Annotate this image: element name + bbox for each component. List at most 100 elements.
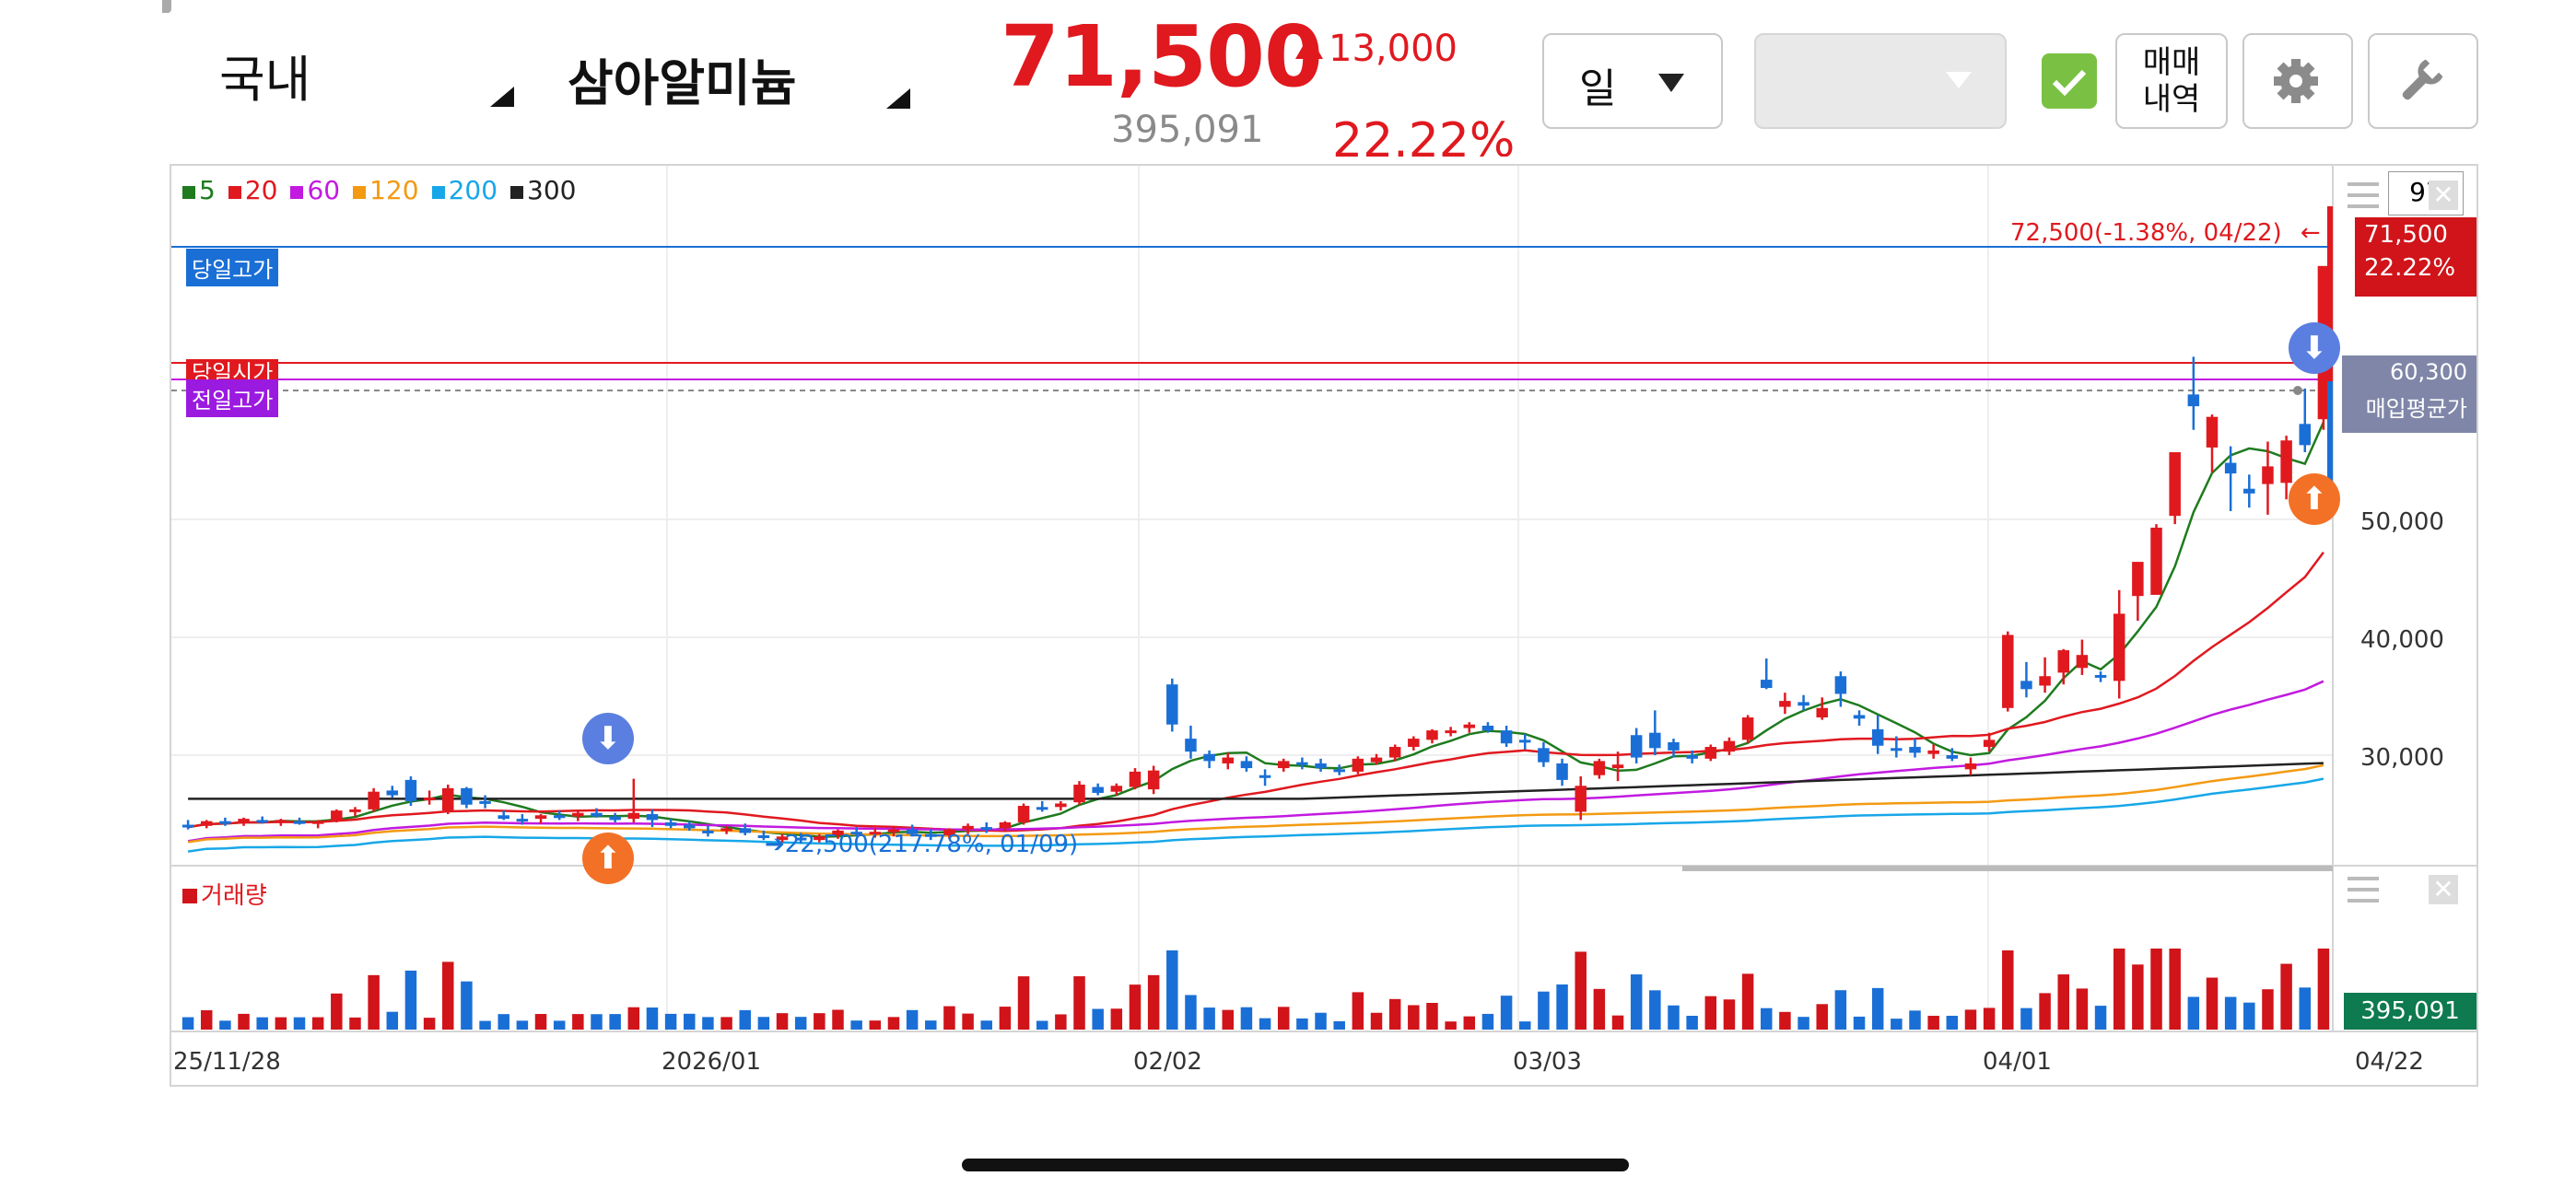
volume-bar (368, 974, 380, 1030)
candle-body (609, 816, 621, 821)
volume-bar (1575, 951, 1587, 1030)
candle-body (1964, 763, 1977, 770)
candle (2150, 524, 2162, 595)
candle-body (925, 833, 937, 837)
toggle-checkbox[interactable] (2042, 53, 2097, 109)
chart-area[interactable]: 5 20 60 120 200 300 97 ✕ 당일고가 당일시가 전일고가 72,50… (170, 164, 2478, 1087)
candle-body (1797, 702, 1809, 706)
candle-body (1408, 739, 1420, 748)
candle-body (498, 815, 509, 820)
candle-body (999, 821, 1012, 829)
candle-body (1426, 730, 1438, 740)
candle (1500, 726, 1513, 748)
candle (275, 819, 287, 826)
sell-signal-marker[interactable]: ⬇ (582, 713, 634, 764)
candle-body (275, 820, 287, 823)
candle (1538, 741, 1550, 767)
stock-select[interactable]: 삼아알미늄 (568, 42, 918, 116)
candle-body (1129, 771, 1142, 787)
volume-bar (200, 1010, 213, 1030)
high-annotation: 72,500(-1.38%, 04/22) ← (2010, 219, 2321, 247)
candle (1761, 658, 1773, 690)
chart-close-icon[interactable]: ✕ (2429, 181, 2458, 210)
period-select[interactable]: 일 (1542, 33, 1723, 129)
sell-signal-marker-right[interactable]: ⬇ (2289, 322, 2340, 374)
candle (943, 828, 955, 839)
current-price-tag: 71,500 22.22% (2355, 217, 2476, 297)
home-indicator[interactable] (962, 1159, 1629, 1171)
candle-body (684, 824, 696, 829)
volume-menu-icon[interactable] (2348, 877, 2379, 904)
price-chart[interactable] (171, 166, 2476, 1085)
candle-body (553, 815, 566, 819)
volume-bar (1426, 1002, 1438, 1030)
down-arrow-icon: ⬇ (2301, 330, 2328, 367)
candle-body (794, 837, 807, 841)
candle-body (368, 791, 380, 809)
candle (869, 828, 882, 838)
candle (2280, 436, 2292, 500)
candle (2187, 356, 2200, 430)
candle-body (869, 832, 882, 835)
price-change: 13,000 (1295, 28, 1458, 70)
chart-menu-icon[interactable] (2348, 182, 2379, 210)
candle (925, 829, 937, 841)
tools-button[interactable] (2368, 33, 2478, 129)
volume-bar (1352, 992, 1364, 1030)
avg-price-dot (2293, 386, 2302, 395)
candle-body (404, 779, 417, 801)
y-tick-40000: 40,000 (2360, 626, 2444, 654)
volume-bar (238, 1013, 250, 1030)
candle (1686, 750, 1698, 763)
wrench-icon (2402, 59, 2443, 100)
candle-body (1593, 761, 1606, 775)
candle-body (1686, 755, 1698, 759)
secondary-select[interactable] (1754, 33, 2007, 129)
volume-close-icon[interactable]: ✕ (2429, 875, 2458, 904)
candle-body (906, 829, 919, 834)
volume-bar (386, 1011, 399, 1030)
volume-bar (349, 1017, 361, 1030)
candle (776, 833, 789, 843)
candle (906, 824, 919, 837)
candle-body (1481, 726, 1494, 731)
candle (1370, 753, 1383, 765)
candle (794, 833, 807, 844)
candle-body (572, 812, 584, 817)
volume-bar (1649, 990, 1661, 1030)
volume-bar (442, 961, 454, 1030)
avg-price-tag: 60,300 매입평균가 (2342, 355, 2476, 433)
volume-bar (2002, 950, 2014, 1030)
candle (1092, 783, 1104, 796)
trade-history-button[interactable]: 매매 내역 (2115, 33, 2228, 129)
settings-button[interactable] (2242, 33, 2353, 129)
ma-line-200 (187, 777, 2324, 853)
volume-bar (498, 1014, 509, 1030)
buy-signal-marker[interactable]: ⬆ (582, 833, 634, 884)
candle (1593, 758, 1606, 779)
volume-bar (553, 1020, 566, 1030)
volume-bar (2057, 974, 2069, 1030)
candle (1779, 693, 1791, 715)
market-label: 국내 (219, 51, 311, 109)
candle (627, 778, 640, 822)
candle (1055, 800, 1067, 811)
candle-body (200, 821, 213, 826)
volume-bar (1538, 991, 1550, 1030)
ma-legend-label: 200 (448, 175, 498, 205)
buy-signal-marker-right[interactable]: ⬆ (2289, 473, 2340, 525)
volume-bar (1185, 995, 1197, 1030)
candle (999, 821, 1012, 833)
volume-bar (461, 981, 473, 1030)
candle-body (2132, 562, 2144, 597)
candle-body (1259, 775, 1271, 778)
candle (479, 795, 491, 809)
candle (2169, 452, 2181, 525)
market-select[interactable]: 국내 (219, 39, 523, 112)
candle-body (1073, 785, 1085, 803)
down-arrow-icon: ⬇ (594, 720, 622, 757)
ma-legend-swatch (510, 186, 524, 199)
candle-body (776, 836, 789, 841)
candle-body (1185, 739, 1197, 752)
high-annotation-text: 72,500(-1.38%, 04/22) (2010, 219, 2282, 247)
